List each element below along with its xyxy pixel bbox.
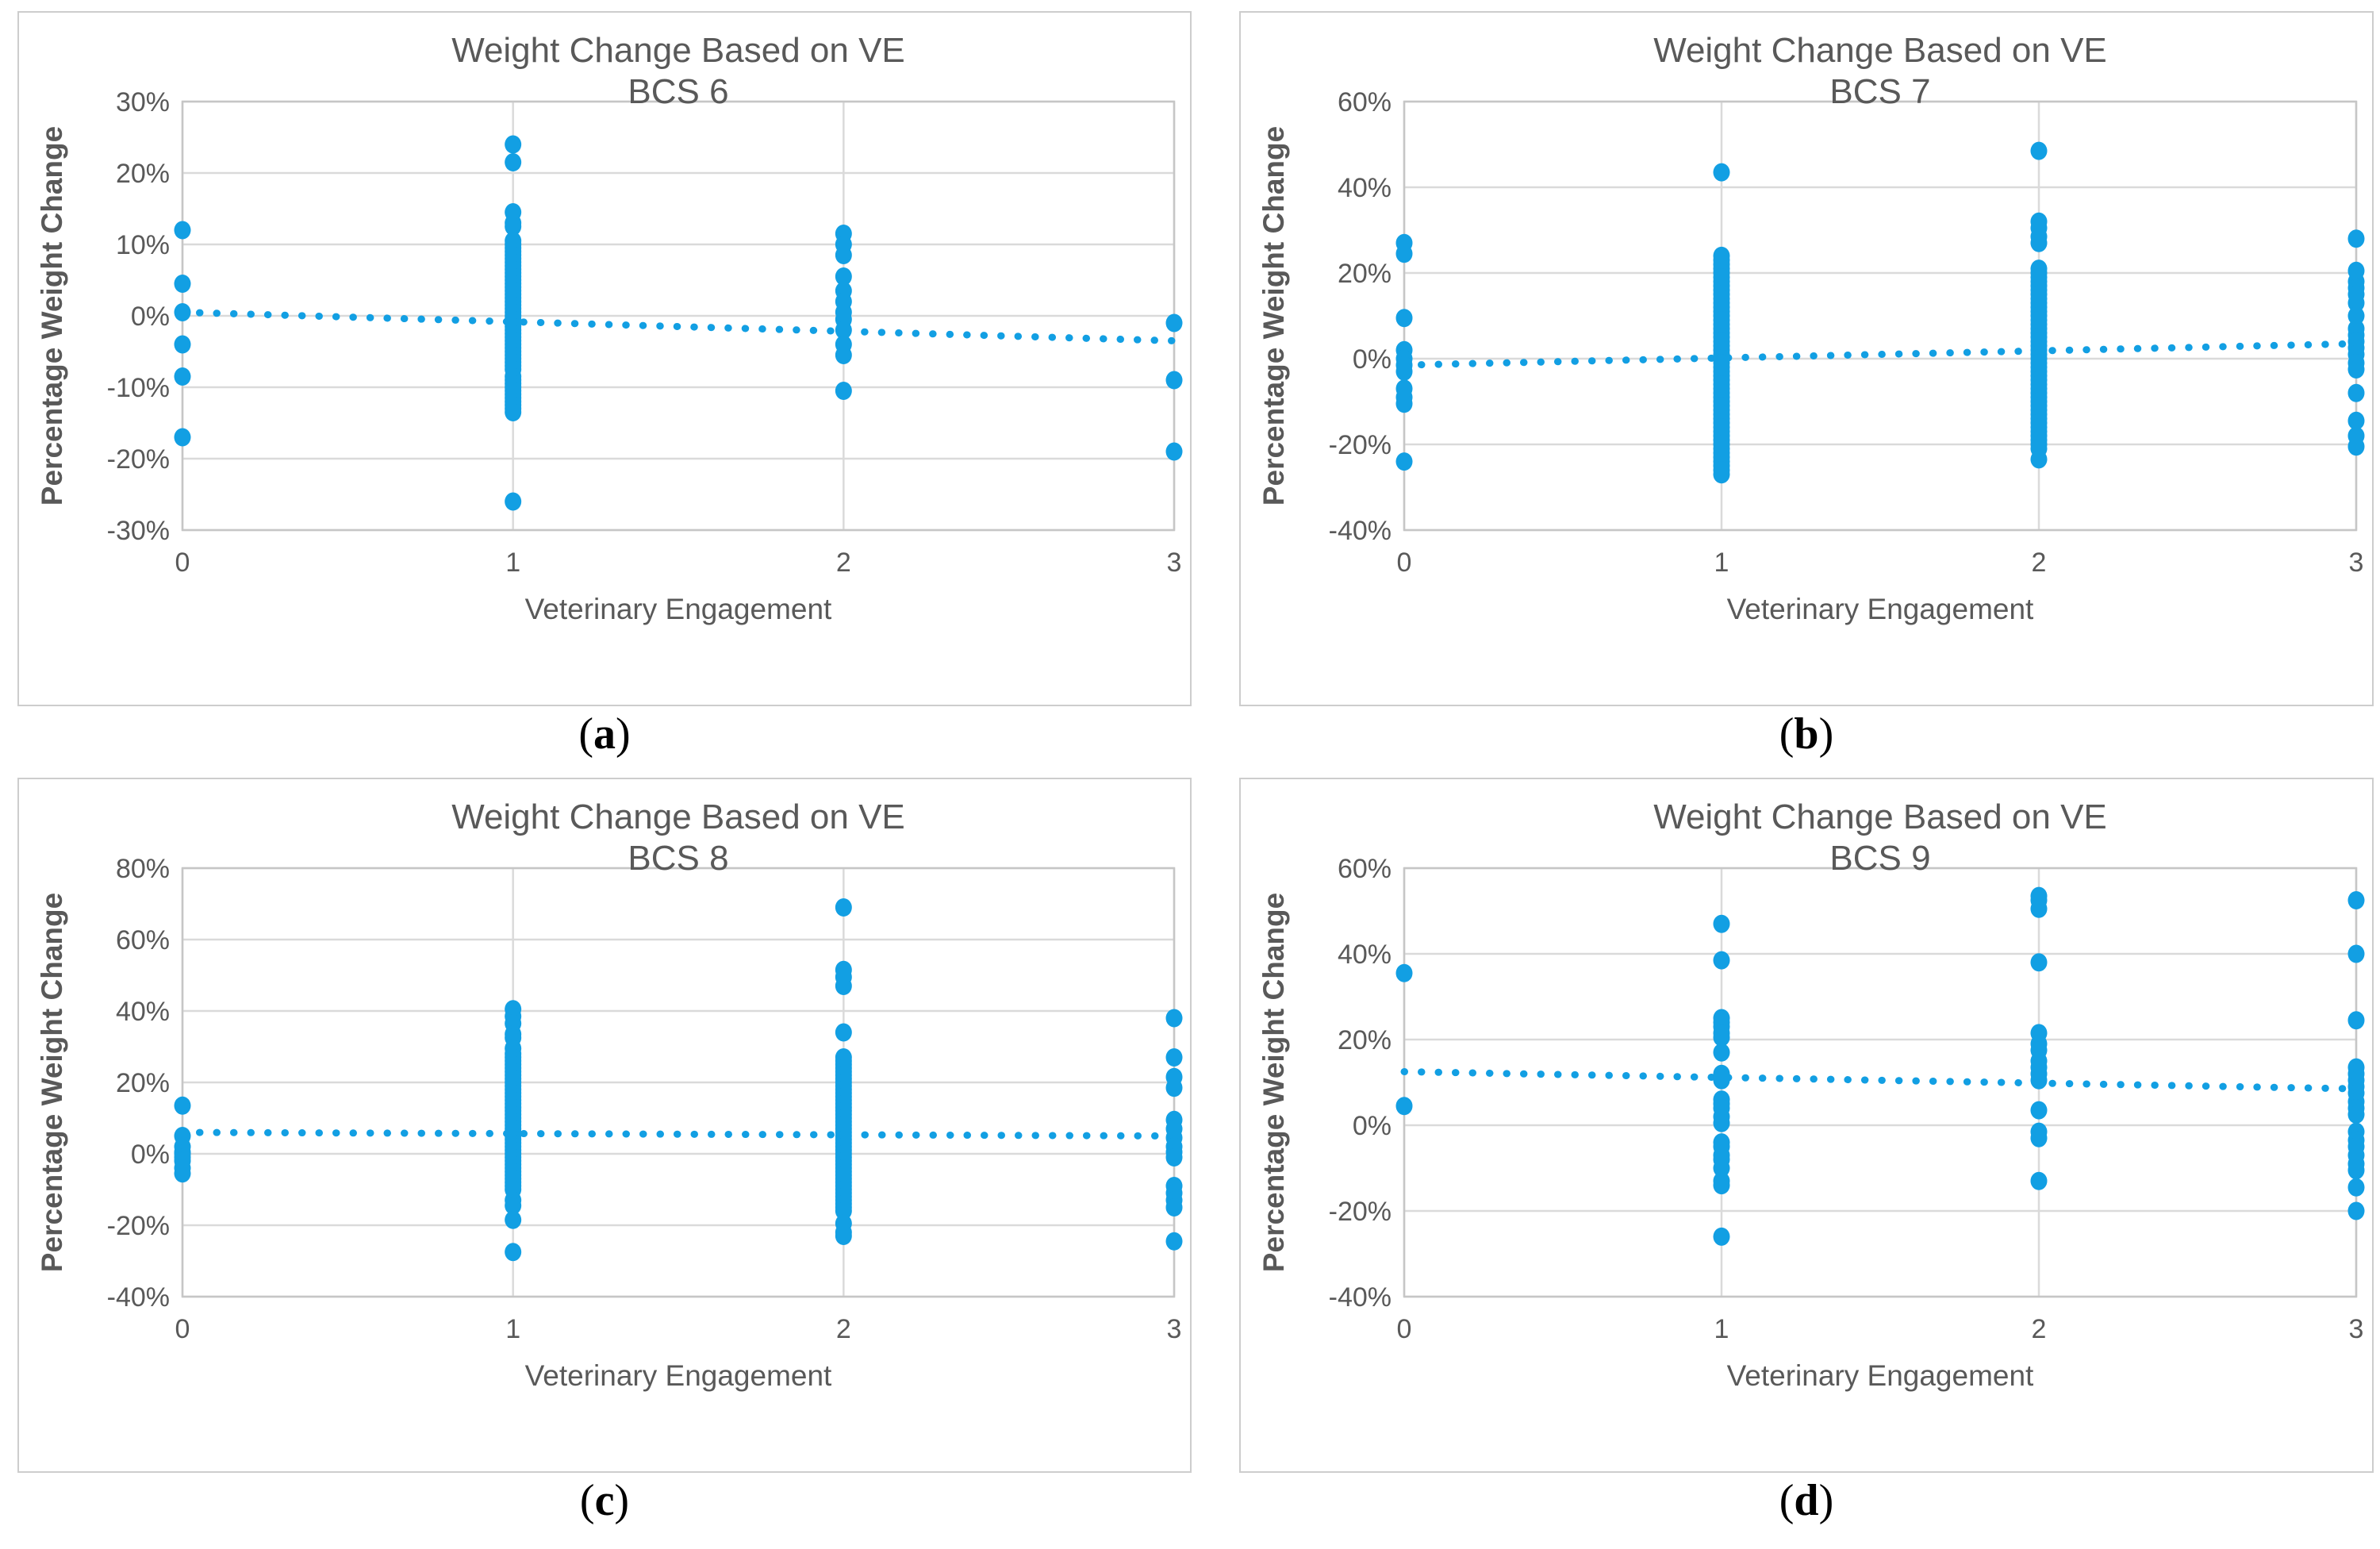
chart-panel-bcs7: 60% 40% 20% 0% -20% -40% 0 1 2 3 Weight Change Bas… bbox=[1239, 11, 2374, 706]
svg-text:3: 3 bbox=[1167, 548, 1182, 578]
svg-text:30%: 30% bbox=[116, 87, 170, 117]
svg-text:-40%: -40% bbox=[1329, 1282, 1392, 1313]
svg-text:0: 0 bbox=[175, 1314, 190, 1344]
svg-text:20%: 20% bbox=[1338, 1025, 1392, 1055]
scatter-chart-bcs6: 30% 20% 10% 0% -10% -20% -30%0 1 2 3 Weight Change… bbox=[36, 31, 1183, 625]
svg-text:40%: 40% bbox=[1338, 940, 1392, 970]
svg-text:-40%: -40% bbox=[1329, 516, 1392, 546]
svg-text:-20%: -20% bbox=[107, 444, 170, 475]
svg-text:40%: 40% bbox=[116, 997, 170, 1027]
scatter-chart-bcs9: 60% 40% 20% 0% -20% -40%0 1 2 3 Weight Change Bas… bbox=[1257, 798, 2365, 1392]
svg-text:0: 0 bbox=[1397, 1314, 1412, 1344]
svg-text:20%: 20% bbox=[1338, 259, 1392, 289]
svg-text:3: 3 bbox=[1167, 1314, 1182, 1344]
figure-cell-b: 60% 40% 20% 0% -20% -40% 0 1 2 3 Weight Change Bas… bbox=[1239, 11, 2374, 763]
scatter-chart-bcs7: 60% 40% 20% 0% -20% -40%0 1 2 3 Weight Change Bas… bbox=[1257, 31, 2365, 625]
svg-text:Veterinary Engagement: Veterinary Engagement bbox=[1727, 1359, 2034, 1392]
svg-text:-20%: -20% bbox=[1329, 430, 1392, 460]
svg-text:Veterinary Engagement: Veterinary Engagement bbox=[525, 593, 832, 625]
svg-text:20%: 20% bbox=[116, 1068, 170, 1098]
chart-panel-bcs9: 60% 40% 20% 0% -20% -40% 0 1 2 3 Weight Change Bas… bbox=[1239, 778, 2374, 1473]
svg-text:BCS 7: BCS 7 bbox=[1829, 72, 1930, 111]
svg-text:Percentage Weight Change: Percentage Weight Change bbox=[36, 126, 68, 505]
svg-text:0%: 0% bbox=[1353, 344, 1392, 375]
svg-text:Veterinary Engagement: Veterinary Engagement bbox=[525, 1359, 832, 1392]
svg-text:Percentage Weight Change: Percentage Weight Change bbox=[36, 893, 68, 1272]
svg-text:2: 2 bbox=[2032, 548, 2047, 578]
svg-text:Percentage Weight Change: Percentage Weight Change bbox=[1257, 126, 1290, 505]
figure-cell-c: 80% 60% 40% 20% 0% -20% -40% 0 1 2 3 Weight Change … bbox=[17, 778, 1192, 1530]
svg-text:0: 0 bbox=[1397, 548, 1412, 578]
chart-panel-bcs6: 30% 20% 10% 0% -10% -20% -30% 0 1 2 3 Weight Change… bbox=[17, 11, 1192, 706]
panel-caption-d: (d) bbox=[1779, 1476, 1834, 1525]
panel-caption-b: (b) bbox=[1779, 709, 1834, 759]
panel-caption-a: (a) bbox=[578, 709, 631, 759]
svg-text:Weight Change Based on VE: Weight Change Based on VE bbox=[1653, 31, 2107, 70]
svg-text:20%: 20% bbox=[116, 159, 170, 189]
svg-text:1: 1 bbox=[505, 1314, 520, 1344]
svg-text:60%: 60% bbox=[116, 925, 170, 955]
svg-text:0: 0 bbox=[175, 548, 190, 578]
panel-caption-c: (c) bbox=[579, 1476, 630, 1525]
svg-text:-10%: -10% bbox=[107, 373, 170, 403]
chart-panel-bcs8: 80% 60% 40% 20% 0% -20% -40% 0 1 2 3 Weight Change … bbox=[17, 778, 1192, 1473]
svg-text:3: 3 bbox=[2349, 1314, 2364, 1344]
svg-text:-40%: -40% bbox=[107, 1282, 170, 1313]
svg-text:Weight Change Based on VE: Weight Change Based on VE bbox=[451, 798, 905, 836]
svg-text:-20%: -20% bbox=[107, 1211, 170, 1241]
svg-text:BCS 8: BCS 8 bbox=[628, 839, 728, 878]
svg-text:Weight Change Based on VE: Weight Change Based on VE bbox=[451, 31, 905, 70]
svg-text:-30%: -30% bbox=[107, 516, 170, 546]
scatter-chart-bcs8: 80% 60% 40% 20% 0% -20% -40%0 1 2 3 Weight Change … bbox=[36, 798, 1183, 1392]
svg-text:0%: 0% bbox=[131, 302, 170, 332]
svg-text:BCS 9: BCS 9 bbox=[1829, 839, 1930, 878]
svg-text:1: 1 bbox=[1714, 1314, 1729, 1344]
svg-text:10%: 10% bbox=[116, 230, 170, 260]
svg-text:Veterinary Engagement: Veterinary Engagement bbox=[1727, 593, 2034, 625]
svg-text:1: 1 bbox=[505, 548, 520, 578]
svg-text:0%: 0% bbox=[131, 1140, 170, 1170]
svg-text:60%: 60% bbox=[1338, 854, 1392, 884]
svg-text:80%: 80% bbox=[116, 854, 170, 884]
svg-text:-20%: -20% bbox=[1329, 1197, 1392, 1227]
svg-text:2: 2 bbox=[836, 1314, 851, 1344]
svg-text:BCS 6: BCS 6 bbox=[628, 72, 728, 111]
svg-text:60%: 60% bbox=[1338, 87, 1392, 117]
svg-text:Percentage Weight Change: Percentage Weight Change bbox=[1257, 893, 1290, 1272]
svg-text:0%: 0% bbox=[1353, 1111, 1392, 1141]
svg-text:3: 3 bbox=[2349, 548, 2364, 578]
svg-text:2: 2 bbox=[836, 548, 851, 578]
figure-cell-a: 30% 20% 10% 0% -10% -20% -30% 0 1 2 3 Weight Change… bbox=[17, 11, 1192, 763]
svg-text:1: 1 bbox=[1714, 548, 1729, 578]
svg-text:Weight Change Based on VE: Weight Change Based on VE bbox=[1653, 798, 2107, 836]
svg-text:40%: 40% bbox=[1338, 173, 1392, 203]
svg-text:2: 2 bbox=[2032, 1314, 2047, 1344]
figure-cell-d: 60% 40% 20% 0% -20% -40% 0 1 2 3 Weight Change Bas… bbox=[1239, 778, 2374, 1530]
